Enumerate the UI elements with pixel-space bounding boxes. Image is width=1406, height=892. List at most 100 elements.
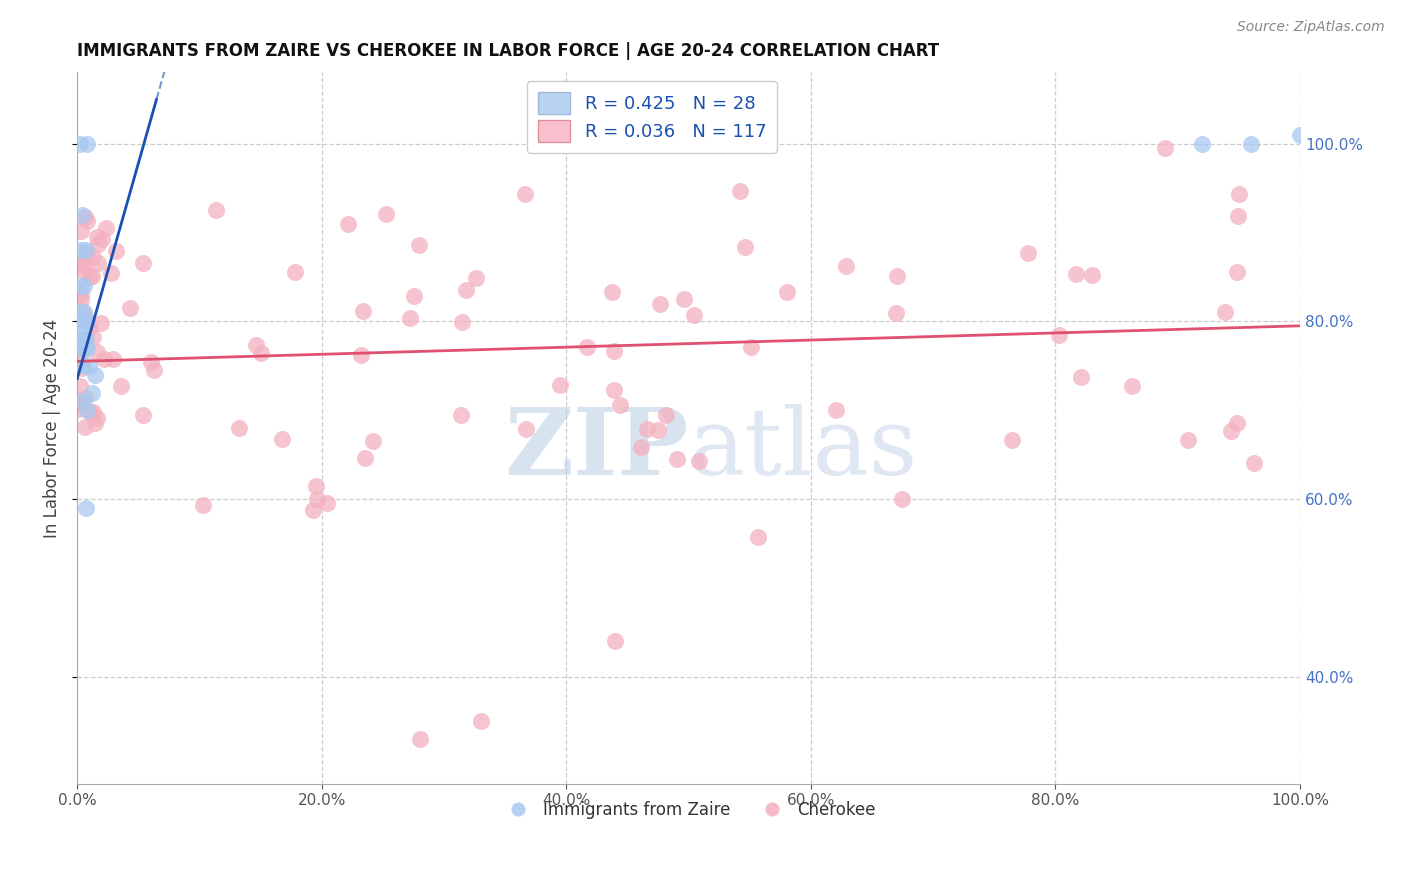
Point	[245, 338, 267, 352]
Point	[110, 379, 132, 393]
Point	[69, 293, 91, 308]
Point	[515, 422, 537, 436]
Point	[1243, 456, 1265, 470]
Point	[79, 359, 101, 373]
Point	[302, 503, 325, 517]
Point	[73, 305, 96, 319]
Point	[132, 255, 155, 269]
Point	[70, 398, 93, 412]
Point	[603, 343, 626, 358]
Point	[73, 278, 96, 293]
Point	[100, 266, 122, 280]
Point	[72, 341, 94, 355]
Y-axis label: In Labor Force | Age 20-24: In Labor Force | Age 20-24	[44, 318, 60, 538]
Point	[76, 247, 98, 261]
Point	[361, 434, 384, 449]
Point	[609, 398, 631, 412]
Point	[86, 230, 108, 244]
Point	[825, 402, 848, 417]
Point	[728, 184, 751, 198]
Point	[648, 297, 671, 311]
Point	[76, 314, 98, 328]
Point	[672, 292, 695, 306]
Point	[76, 214, 98, 228]
Point	[1227, 209, 1250, 223]
Point	[75, 310, 97, 324]
Point	[354, 451, 377, 466]
Point	[884, 306, 907, 320]
Text: ZIP: ZIP	[505, 404, 689, 494]
Point	[70, 361, 93, 376]
Text: Source: ZipAtlas.com: Source: ZipAtlas.com	[1237, 20, 1385, 34]
Point	[73, 420, 96, 434]
Point	[1081, 268, 1104, 283]
Point	[284, 265, 307, 279]
Point	[305, 479, 328, 493]
Point	[67, 351, 90, 365]
Point	[69, 332, 91, 346]
Point	[1001, 433, 1024, 447]
Point	[747, 530, 769, 544]
Point	[316, 496, 339, 510]
Point	[69, 323, 91, 337]
Point	[408, 238, 430, 252]
Point	[91, 232, 114, 246]
Point	[204, 202, 226, 217]
Point	[647, 423, 669, 437]
Point	[350, 348, 373, 362]
Point	[76, 136, 98, 151]
Point	[1017, 246, 1039, 260]
Point	[70, 305, 93, 319]
Point	[228, 421, 250, 435]
Point	[67, 259, 90, 273]
Point	[87, 256, 110, 270]
Point	[69, 224, 91, 238]
Point	[1121, 378, 1143, 392]
Point	[70, 394, 93, 409]
Point	[72, 345, 94, 359]
Point	[191, 498, 214, 512]
Point	[70, 288, 93, 302]
Point	[605, 634, 627, 648]
Point	[73, 256, 96, 270]
Point	[337, 217, 360, 231]
Point	[75, 265, 97, 279]
Point	[86, 411, 108, 425]
Point	[76, 341, 98, 355]
Point	[450, 408, 472, 422]
Point	[734, 240, 756, 254]
Point	[75, 501, 97, 516]
Point	[69, 378, 91, 392]
Point	[105, 244, 128, 259]
Point	[1226, 265, 1249, 279]
Legend: Immigrants from Zaire, Cherokee: Immigrants from Zaire, Cherokee	[495, 794, 883, 825]
Point	[76, 403, 98, 417]
Point	[550, 378, 572, 392]
Point	[70, 208, 93, 222]
Point	[141, 355, 163, 369]
Point	[683, 308, 706, 322]
Point	[740, 340, 762, 354]
Point	[408, 732, 430, 747]
Point	[86, 236, 108, 251]
Point	[450, 315, 472, 329]
Point	[103, 351, 125, 366]
Point	[636, 422, 658, 436]
Point	[79, 405, 101, 419]
Point	[82, 330, 104, 344]
Point	[1213, 305, 1236, 319]
Point	[305, 491, 328, 506]
Point	[70, 256, 93, 270]
Point	[75, 391, 97, 405]
Point	[79, 270, 101, 285]
Point	[1047, 327, 1070, 342]
Point	[1154, 141, 1177, 155]
Point	[1227, 187, 1250, 202]
Point	[600, 285, 623, 300]
Point	[69, 395, 91, 409]
Point	[630, 440, 652, 454]
Point	[1191, 136, 1213, 151]
Point	[72, 359, 94, 373]
Point	[82, 250, 104, 264]
Point	[82, 268, 104, 283]
